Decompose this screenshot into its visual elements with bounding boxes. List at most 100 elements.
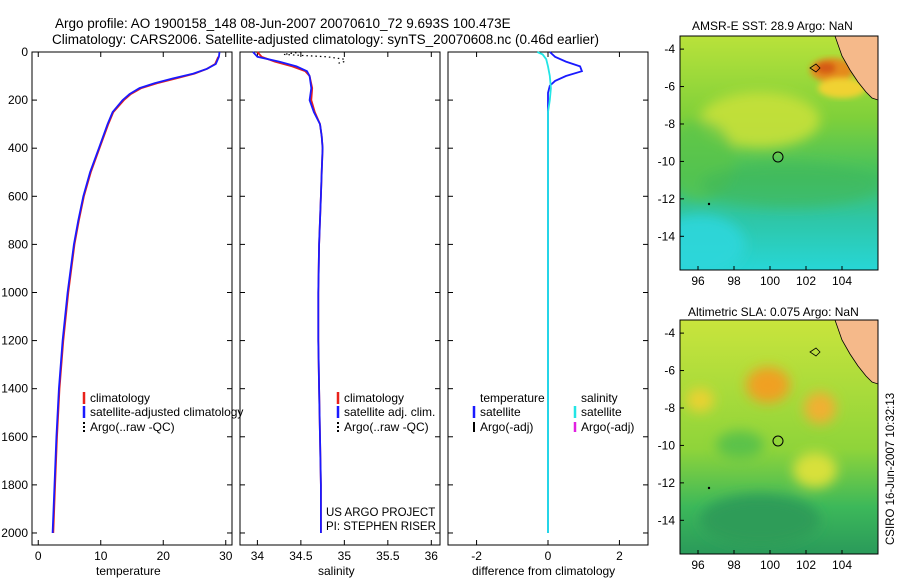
map-x-tick-label: 100 [760, 274, 780, 288]
x-tick-label: 0 [545, 549, 552, 563]
y-tick-label: 800 [8, 237, 28, 251]
map-x-tick-label: 102 [796, 558, 816, 572]
temperature-axes: 0 10 20 30 0 200 400 600 800 1000 1200 1400 1600 1800… [1, 45, 232, 563]
map-x-tick-label: 102 [796, 274, 816, 288]
header-line-1: Argo profile: AO 1900158_148 08-Jun-2007… [55, 16, 511, 31]
map-y-tick-label: -12 [658, 192, 676, 206]
x-tick-label: 34 [251, 549, 265, 563]
sla-island [809, 347, 821, 357]
sla-high-1 [746, 367, 790, 403]
y-tick-label: 1200 [1, 334, 28, 348]
x-tick-label: 35.5 [376, 549, 400, 563]
salinity-series [252, 51, 345, 533]
x-tick-label: 10 [94, 549, 108, 563]
temperature-legend: climatology satellite-adjusted climatolo… [82, 391, 243, 434]
x-tick-label: 2 [616, 549, 623, 563]
sst-yellow-patch [818, 78, 866, 98]
legend-label-sal-argo: Argo(-adj) [581, 420, 634, 434]
map-y-tick-label: -8 [664, 401, 675, 415]
x-tick-label: 35 [338, 549, 352, 563]
map-y-tick-label: -12 [658, 476, 676, 490]
sst-land [834, 36, 878, 101]
legend-label-argo: Argo(..raw -QC) [344, 420, 429, 434]
y-tick-label: 0 [21, 45, 28, 59]
sst-green-band [700, 163, 878, 207]
sst-warm-patch [700, 92, 820, 148]
legend-label-climatology: climatology [344, 391, 404, 405]
sla-low-2 [700, 494, 820, 546]
map-y-tick-label: -6 [664, 80, 675, 94]
legend-label-argo: Argo(..raw -QC) [90, 420, 175, 434]
sla-low-1 [716, 431, 764, 459]
side-timestamp: CSIRO 16-Jun-2007 10:32:13 [885, 393, 897, 545]
legend-header-temperature: temperature [480, 391, 545, 405]
series-line-climatology [52, 56, 220, 534]
y-tick-label: 1600 [1, 430, 28, 444]
sst-cyan-patch [680, 215, 745, 270]
series-line-temperature-satellite [547, 51, 584, 533]
legend-label-climatology: climatology [90, 391, 150, 405]
sla-map-frame [679, 319, 879, 555]
map-y-tick-label: -10 [658, 438, 676, 452]
sla-high-2 [804, 392, 836, 424]
y-tick-label: 1800 [1, 478, 28, 492]
sla-argo-trail [707, 486, 711, 490]
map-x-tick-label: 98 [727, 558, 741, 572]
x-tick-label: -2 [471, 549, 482, 563]
series-line-argo-dotted- [283, 51, 345, 65]
sla-high-4 [793, 452, 837, 488]
y-tick-label: 2000 [1, 526, 28, 540]
series-line-salinity-satellite [536, 51, 552, 533]
x-tick-label: 30 [219, 549, 233, 563]
x-tick-label: 20 [157, 549, 171, 563]
x-tick-label: 36 [425, 549, 439, 563]
y-tick-label: 1400 [1, 382, 28, 396]
sla-map-axes: 96 98 100 102 104 -4 -6 -8 -10 -12 -14 [658, 326, 853, 572]
legend-label-satellite: satellite-adjusted climatology [90, 405, 243, 419]
map-y-tick-label: -14 [658, 513, 676, 527]
salinity-xlabel: salinity [318, 564, 355, 578]
temperature-panel-frame [31, 51, 233, 546]
map-y-tick-label: -10 [658, 154, 676, 168]
sla-map [680, 320, 878, 554]
sla-map-title: Altimetric SLA: 0.075 Argo: NaN [688, 305, 859, 319]
sla-land [834, 320, 878, 385]
legend-label-sal-satellite: satellite [581, 405, 622, 419]
difference-xlabel: difference from climatology [472, 564, 615, 578]
sst-argo-position [772, 151, 784, 163]
sst-map-frame [679, 35, 879, 271]
map-y-tick-label: -6 [664, 364, 675, 378]
y-tick-label: 400 [8, 141, 28, 155]
sst-argo-trail [707, 202, 711, 206]
temperature-series [51, 51, 221, 534]
x-tick-label: 0 [35, 549, 42, 563]
sst-map-axes: 96 98 100 102 104 -4 -6 -8 -10 -12 -14 [658, 42, 853, 288]
sst-map-title: AMSR-E SST: 28.9 Argo: NaN [692, 19, 853, 33]
legend-label-temp-argo: Argo(-adj) [480, 420, 533, 434]
y-tick-label: 200 [8, 93, 28, 107]
map-x-tick-label: 96 [691, 558, 705, 572]
header-line-2: Climatology: CARS2006. Satellite-adjuste… [52, 32, 599, 47]
difference-axes: -2 0 2 [448, 51, 648, 563]
map-x-tick-label: 98 [727, 274, 741, 288]
map-x-tick-label: 96 [691, 274, 705, 288]
sla-argo-position [772, 435, 784, 447]
sst-map [680, 36, 878, 270]
series-line-climatology [256, 51, 324, 533]
map-y-tick-label: -8 [664, 117, 675, 131]
legend-header-salinity: salinity [581, 391, 618, 405]
x-tick-label: 34.5 [289, 549, 313, 563]
sla-high-3 [686, 388, 714, 412]
temperature-xlabel: temperature [96, 564, 161, 578]
difference-legend: temperature satellite Argo(-adj) salinit… [472, 391, 634, 434]
legend-label-satellite: satellite adj. clim. [344, 405, 435, 419]
difference-series [536, 51, 584, 533]
salinity-axes: 34 34.5 35 35.5 36 [240, 51, 440, 563]
series-line-satellite-adj-clim- [252, 51, 324, 533]
map-x-tick-label: 104 [832, 558, 852, 572]
project-note-line-1: US ARGO PROJECT [326, 507, 435, 519]
map-y-tick-label: -14 [658, 229, 676, 243]
map-x-tick-label: 100 [760, 558, 780, 572]
y-tick-label: 600 [8, 189, 28, 203]
legend-label-temp-satellite: satellite [480, 405, 521, 419]
